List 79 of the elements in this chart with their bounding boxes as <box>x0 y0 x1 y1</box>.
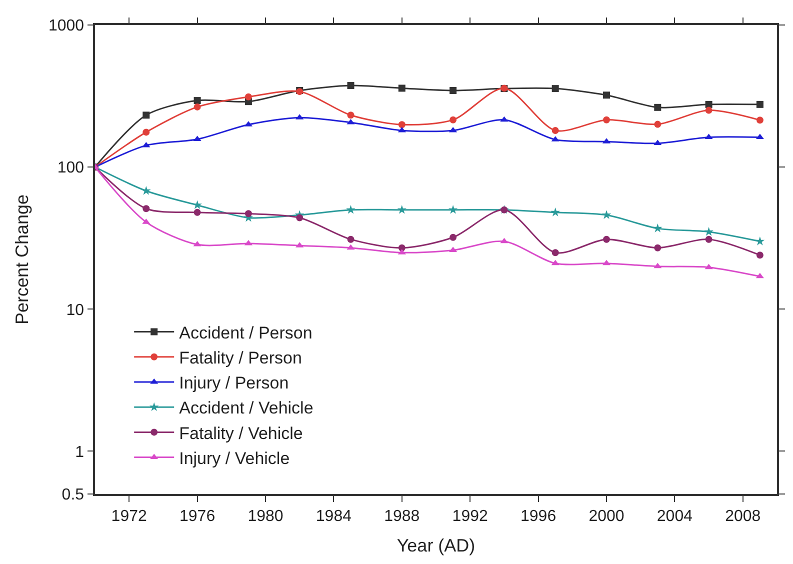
point <box>450 116 457 124</box>
x-tick-label: 2008 <box>725 508 761 525</box>
point <box>346 244 355 250</box>
point <box>603 236 610 243</box>
point <box>704 264 713 270</box>
point <box>244 240 252 246</box>
point <box>450 234 457 241</box>
point <box>551 260 560 266</box>
legend-label: Accident / Person <box>179 323 312 342</box>
point <box>654 120 662 128</box>
y-tick-label: 100 <box>57 160 84 177</box>
point <box>398 121 406 128</box>
point <box>194 103 201 110</box>
point <box>756 134 764 140</box>
point <box>194 208 201 216</box>
point <box>244 93 252 100</box>
y-tick-label: 1000 <box>48 18 84 35</box>
point <box>652 224 662 232</box>
point <box>347 236 354 243</box>
point <box>397 204 407 214</box>
y-tick-label: 0.5 <box>62 486 84 504</box>
point <box>450 86 457 94</box>
point <box>602 210 612 219</box>
point <box>552 249 559 256</box>
x-tick-label: 1988 <box>384 508 420 525</box>
point <box>448 204 458 214</box>
point <box>500 238 508 244</box>
point <box>654 244 662 252</box>
x-tick-label: 1980 <box>248 508 284 525</box>
legend-label: Fatality / Person <box>179 348 302 368</box>
point <box>756 116 764 124</box>
point <box>142 142 150 148</box>
point <box>756 100 764 108</box>
point <box>603 92 610 99</box>
point <box>705 236 712 243</box>
point <box>194 97 201 104</box>
point <box>756 252 764 259</box>
legend-label: Accident / Vehicle <box>179 398 314 418</box>
point <box>449 126 458 132</box>
point <box>346 118 355 124</box>
point <box>142 205 150 212</box>
point <box>550 207 560 216</box>
point <box>603 116 610 124</box>
y-axis-title: Percent Change <box>12 194 32 325</box>
point <box>141 186 151 195</box>
y-tick-label: 1 <box>75 444 84 461</box>
y-tick-label: 10 <box>66 302 84 319</box>
legend-label: Fatality / Vehicle <box>179 424 303 443</box>
point <box>398 126 406 132</box>
point <box>756 272 764 278</box>
point <box>347 112 354 119</box>
point <box>346 204 356 214</box>
point <box>654 140 662 146</box>
point <box>705 100 712 108</box>
point <box>500 116 508 122</box>
point <box>552 85 559 92</box>
x-tick-label: 1972 <box>111 508 147 525</box>
point <box>244 210 252 218</box>
point <box>755 236 765 246</box>
x-tick-label: 1976 <box>180 508 216 525</box>
point <box>704 226 714 236</box>
point <box>654 104 662 111</box>
point <box>654 262 662 268</box>
x-tick-label: 2000 <box>588 508 624 525</box>
x-tick-label: 1984 <box>316 508 352 525</box>
legend-label: Injury / Vehicle <box>179 448 290 468</box>
x-axis-title: Year (AD) <box>396 536 476 556</box>
x-tick-label: 2004 <box>656 508 693 525</box>
x-tick-label: 1996 <box>520 508 556 525</box>
point <box>347 82 354 90</box>
point <box>398 84 406 92</box>
point <box>142 112 150 119</box>
legend-label: Injury / Person <box>179 374 289 393</box>
x-tick-label: 1992 <box>452 508 488 525</box>
point <box>296 214 304 222</box>
point <box>705 106 712 114</box>
point <box>142 128 150 136</box>
point <box>552 126 559 134</box>
point <box>704 134 713 140</box>
